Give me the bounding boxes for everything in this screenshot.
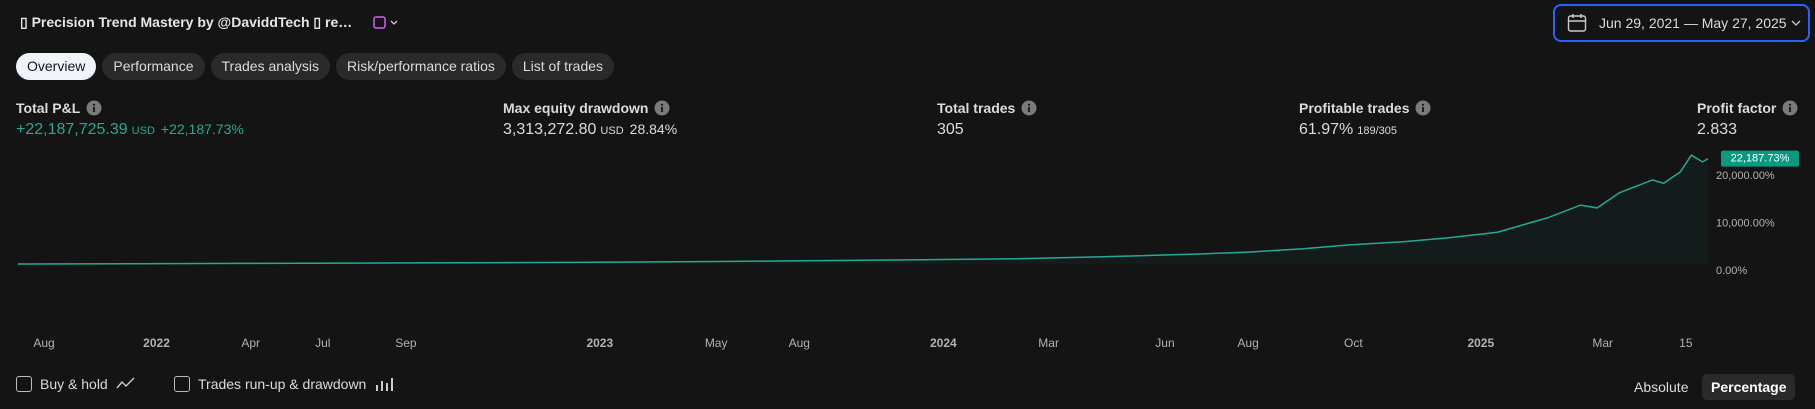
- bars-icon: [376, 378, 394, 391]
- y-tick-label: 20,000.00%: [1716, 170, 1775, 182]
- tab[interactable]: Trades analysis: [210, 53, 331, 80]
- metric-extra: 189/305: [1357, 125, 1398, 137]
- metric-value: 61.97% 189/305: [1299, 121, 1397, 139]
- metric-number: 3,313,272.80: [503, 121, 597, 138]
- x-tick-label: Aug: [33, 336, 54, 350]
- x-tick-label: 2025: [1467, 336, 1494, 350]
- tab-bar: Overview Performance Trades analysis Risk/p…: [16, 53, 615, 80]
- mode-absolute[interactable]: Absolute: [1634, 379, 1689, 395]
- x-tick-label: Jul: [315, 336, 330, 350]
- metric-value: 3,313,272.80 USD 28.84%: [503, 121, 677, 139]
- option-runup[interactable]: Trades run-up & drawdown: [174, 376, 394, 392]
- option-label: Buy & hold: [40, 376, 108, 392]
- metric-value: +22,187,725.39 USD +22,187.73%: [16, 121, 244, 139]
- metric-label: Max equity drawdown: [503, 100, 670, 116]
- metric-label-text: Total P&L: [16, 100, 81, 116]
- equity-area: [18, 155, 1708, 264]
- line-icon: [116, 377, 135, 389]
- metric-label-text: Max equity drawdown: [503, 100, 649, 116]
- metric-label: Total P&L: [16, 100, 102, 116]
- dropdown-icon: [1791, 20, 1801, 26]
- x-tick-label: May: [705, 336, 728, 350]
- tab[interactable]: List of trades: [511, 53, 615, 80]
- checkbox[interactable]: [174, 376, 190, 392]
- metric-label-text: Profit factor: [1697, 100, 1777, 116]
- metric-number: 61.97%: [1299, 121, 1354, 138]
- title-icons[interactable]: [372, 16, 398, 30]
- option-label: Trades run-up & drawdown: [198, 376, 367, 392]
- y-tick-label: 0.00%: [1716, 265, 1747, 277]
- metric-label: Total trades: [937, 100, 1037, 116]
- x-tick-label: 2023: [586, 336, 613, 350]
- metric-value: 305: [937, 121, 964, 139]
- metric-extra: 28.84%: [629, 121, 678, 137]
- info-icon[interactable]: [86, 100, 102, 116]
- mode-percentage[interactable]: Percentage: [1702, 374, 1796, 400]
- x-tick-label: Aug: [789, 336, 810, 350]
- x-tick-label: 2022: [143, 336, 170, 350]
- metric-label-text: Total trades: [937, 100, 1016, 116]
- x-tick-label: Mar: [1038, 336, 1059, 350]
- x-tick-label: 15: [1679, 336, 1693, 350]
- metric-number: 2.833: [1697, 121, 1738, 138]
- x-tick-label: Apr: [241, 336, 260, 350]
- metric-unit: USD: [600, 125, 624, 137]
- metric-extra: +22,187.73%: [160, 121, 244, 137]
- metric-label: Profitable trades: [1299, 100, 1431, 116]
- value-tag-label: 22,187.73%: [1731, 153, 1790, 165]
- x-tick-label: Aug: [1237, 336, 1258, 350]
- info-icon[interactable]: [1415, 100, 1431, 116]
- metric-value: 2.833: [1697, 121, 1737, 139]
- x-tick-label: Jun: [1155, 336, 1174, 350]
- equity-line: [17, 154, 1709, 265]
- checkbox[interactable]: [16, 376, 32, 392]
- info-icon[interactable]: [1021, 100, 1037, 116]
- x-tick-label: 2024: [930, 336, 957, 350]
- metric-unit: USD: [131, 125, 155, 137]
- metric-label-text: Profitable trades: [1299, 100, 1410, 116]
- calendar-icon: [1567, 14, 1587, 32]
- metric-number: 305: [937, 121, 964, 138]
- tab[interactable]: Overview: [16, 53, 97, 80]
- value-tag: [1721, 150, 1799, 167]
- info-icon[interactable]: [1782, 100, 1798, 116]
- option-buy-hold[interactable]: Buy & hold: [16, 376, 136, 392]
- strategy-title[interactable]: ▯ Precision Trend Mastery by @DaviddTech…: [20, 14, 353, 30]
- info-icon[interactable]: [654, 100, 670, 116]
- metric-number: +22,187,725.39: [16, 121, 128, 138]
- x-tick-label: Oct: [1344, 336, 1363, 350]
- date-range[interactable]: Jun 29, 2021 — May 27, 2025: [1553, 4, 1810, 42]
- x-tick-label: Mar: [1592, 336, 1613, 350]
- y-tick-label: 10,000.00%: [1716, 217, 1775, 229]
- tab[interactable]: Risk/performance ratios: [336, 53, 506, 80]
- metric-label: Profit factor: [1697, 100, 1798, 116]
- x-tick-label: Sep: [395, 336, 417, 350]
- tab[interactable]: Performance: [102, 53, 205, 80]
